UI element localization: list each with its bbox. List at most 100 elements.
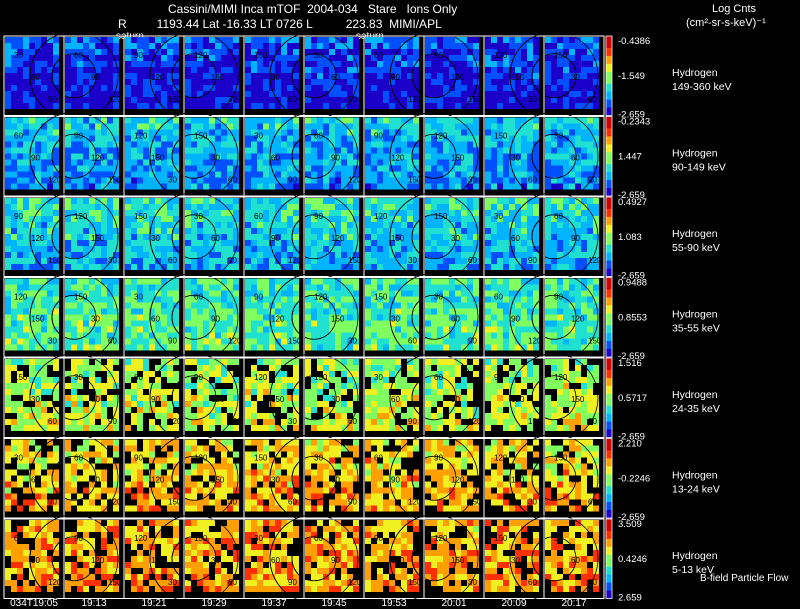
heatmap-cell	[305, 159, 311, 166]
heatmap-cell	[251, 264, 257, 270]
heatmap-cell	[389, 264, 395, 270]
heatmap-cell	[89, 302, 95, 309]
heatmap-cell	[323, 43, 329, 49]
heatmap-cell	[197, 61, 203, 67]
heatmap-cell	[347, 284, 353, 291]
heatmap-cell	[461, 153, 467, 160]
heatmap-cell	[527, 296, 533, 303]
heatmap-cell	[161, 135, 167, 142]
heatmap-cell	[497, 91, 503, 97]
heatmap-cell	[401, 55, 407, 61]
heatmap-cell	[245, 290, 251, 297]
heatmap-cell	[533, 344, 539, 351]
heatmap-cell	[113, 395, 119, 401]
heatmap-cell	[545, 43, 551, 49]
heatmap-cell	[371, 228, 377, 234]
heatmap-cell	[227, 147, 233, 154]
heatmap-cell	[113, 135, 119, 142]
heatmap-cell	[413, 332, 419, 339]
heatmap-cell	[23, 252, 29, 258]
heatmap-cell	[95, 314, 101, 321]
heatmap-cell	[197, 320, 203, 327]
heatmap-cell	[107, 308, 113, 315]
heatmap-cell	[425, 129, 431, 136]
heatmap-cell	[473, 284, 479, 291]
heatmap-cell	[101, 228, 107, 234]
heatmap-cell	[491, 177, 497, 184]
heatmap-cell	[197, 165, 203, 172]
heatmap-cell	[341, 210, 347, 216]
heatmap-cell	[65, 338, 71, 345]
heatmap-cell	[335, 258, 341, 264]
heatmap-cell	[257, 284, 263, 291]
heatmap-cell	[221, 258, 227, 264]
heatmap-cell	[107, 246, 113, 252]
heatmap-cell	[515, 246, 521, 252]
heatmap-cell	[269, 103, 275, 109]
heatmap-cell	[263, 147, 269, 154]
heatmap-cell	[89, 61, 95, 67]
heatmap-cell	[311, 198, 317, 204]
heatmap-cell	[569, 338, 575, 345]
heatmap-cell	[17, 344, 23, 351]
heatmap-cell	[407, 222, 413, 228]
heatmap-cell	[131, 183, 137, 190]
colorbar-segment	[606, 184, 612, 189]
heatmap-cell	[215, 91, 221, 97]
heatmap-cell	[221, 171, 227, 178]
heatmap-cell	[407, 264, 413, 270]
heatmap-cell	[461, 296, 467, 303]
heatmap-cell	[275, 37, 281, 43]
heatmap-cell	[587, 264, 593, 270]
heatmap-cell	[593, 228, 599, 234]
heatmap-cell	[65, 401, 71, 407]
heatmap-cell	[365, 332, 371, 339]
heatmap-cell	[455, 198, 461, 204]
heatmap-cell	[173, 290, 179, 297]
heatmap-cell	[209, 204, 215, 210]
heatmap-cell	[137, 359, 143, 365]
heatmap-cell	[203, 344, 209, 351]
heatmap-cell	[353, 264, 359, 270]
heatmap-cell	[257, 234, 263, 240]
heatmap-cell	[197, 246, 203, 252]
heatmap-cell	[5, 216, 11, 222]
heatmap-cell	[497, 165, 503, 172]
heatmap-cell	[71, 240, 77, 246]
contour-label: 90	[151, 395, 160, 404]
heatmap-cell	[437, 67, 443, 73]
heatmap-cell	[197, 290, 203, 297]
heatmap-cell	[107, 171, 113, 178]
heatmap-cell	[131, 401, 137, 407]
heatmap-cell	[269, 338, 275, 345]
heatmap-cell	[53, 153, 59, 160]
heatmap-cell	[467, 177, 473, 184]
heatmap-cell	[191, 73, 197, 79]
heatmap-cell	[467, 85, 473, 91]
heatmap-cell	[347, 290, 353, 297]
heatmap-cell	[137, 246, 143, 252]
heatmap-cell	[425, 278, 431, 285]
contour-label: 60	[211, 234, 220, 243]
heatmap-cell	[155, 326, 161, 333]
heatmap-cell	[95, 67, 101, 73]
colorbar-segment	[606, 47, 612, 53]
heatmap-cell	[377, 55, 383, 61]
heatmap-cell	[521, 338, 527, 345]
heatmap-cell	[65, 326, 71, 333]
heatmap-cell	[227, 284, 233, 291]
heatmap-cell	[11, 359, 17, 365]
heatmap-cell	[575, 314, 581, 321]
heatmap-cell	[587, 61, 593, 67]
heatmap-cell	[521, 67, 527, 73]
heatmap-cell	[251, 43, 257, 49]
heatmap-cell	[227, 49, 233, 55]
heatmap-cell	[515, 198, 521, 204]
heatmap-cell	[371, 332, 377, 339]
contour-label: 30	[314, 51, 323, 60]
heatmap-cell	[83, 419, 89, 425]
heatmap-cell	[47, 147, 53, 154]
heatmap-cell	[203, 320, 209, 327]
heatmap-cell	[557, 210, 563, 216]
heatmap-cell	[287, 264, 293, 270]
